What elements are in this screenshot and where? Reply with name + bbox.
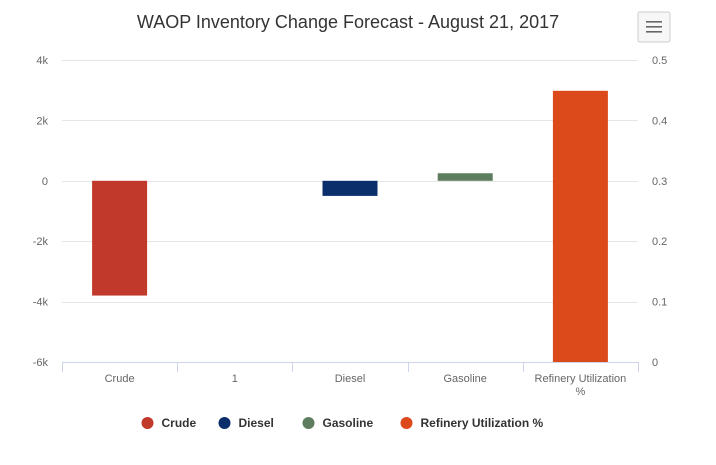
axes: 4k 2k 0 -2k -4k -6k 0.5 0.4 0.3 0.2 0.1 0 Crude 1 Dies… [33, 55, 668, 398]
legend-item[interactable]: Diesel [218, 416, 274, 430]
legend-marker [400, 417, 413, 429]
bar-gasoline[interactable] [437, 173, 493, 181]
bar-diesel[interactable] [322, 180, 378, 196]
x-category-label: Refinery Utilization [535, 373, 627, 385]
legend-label: Gasoline [323, 416, 374, 430]
x-category-label: % [576, 386, 586, 398]
legend: Crude Diesel Gasoline Refinery Utilization … [141, 416, 544, 430]
y-left-tick-label: 0 [42, 176, 48, 188]
y-left-tick-label: -4k [33, 297, 49, 309]
legend-item[interactable]: Refinery Utilization % [400, 416, 544, 430]
y-right-tick-label: 0.3 [652, 176, 667, 188]
legend-label: Refinery Utilization % [421, 416, 544, 430]
y-left-tick-label: 2k [36, 115, 48, 127]
chart-menu-button[interactable] [637, 11, 671, 43]
bars [92, 90, 608, 362]
x-category-label: Diesel [335, 373, 366, 385]
legend-label: Crude [162, 416, 197, 430]
y-left-tick-label: 4k [36, 55, 48, 67]
legend-marker [218, 417, 231, 429]
legend-item[interactable]: Crude [141, 416, 197, 430]
bar-refinery-utilization[interactable] [552, 90, 608, 362]
legend-item[interactable]: Gasoline [302, 416, 374, 430]
legend-marker [141, 417, 154, 429]
x-category-label: 1 [232, 373, 238, 385]
y-right-tick-label: 0.4 [652, 115, 667, 127]
legend-marker [302, 417, 315, 429]
x-category-label: Gasoline [443, 373, 486, 385]
chart-title: WAOP Inventory Change Forecast - August … [137, 12, 559, 32]
y-left-tick-label: -6k [33, 357, 49, 369]
y-left-tick-label: -2k [33, 236, 49, 248]
x-category-label: Crude [105, 373, 135, 385]
y-right-tick-label: 0.5 [652, 55, 667, 67]
y-right-tick-label: 0.2 [652, 236, 667, 248]
y-right-tick-label: 0 [652, 357, 658, 369]
y-right-tick-label: 0.1 [652, 297, 667, 309]
hamburger-menu-icon [646, 21, 662, 33]
legend-label: Diesel [239, 416, 274, 430]
bar-crude[interactable] [92, 180, 148, 296]
